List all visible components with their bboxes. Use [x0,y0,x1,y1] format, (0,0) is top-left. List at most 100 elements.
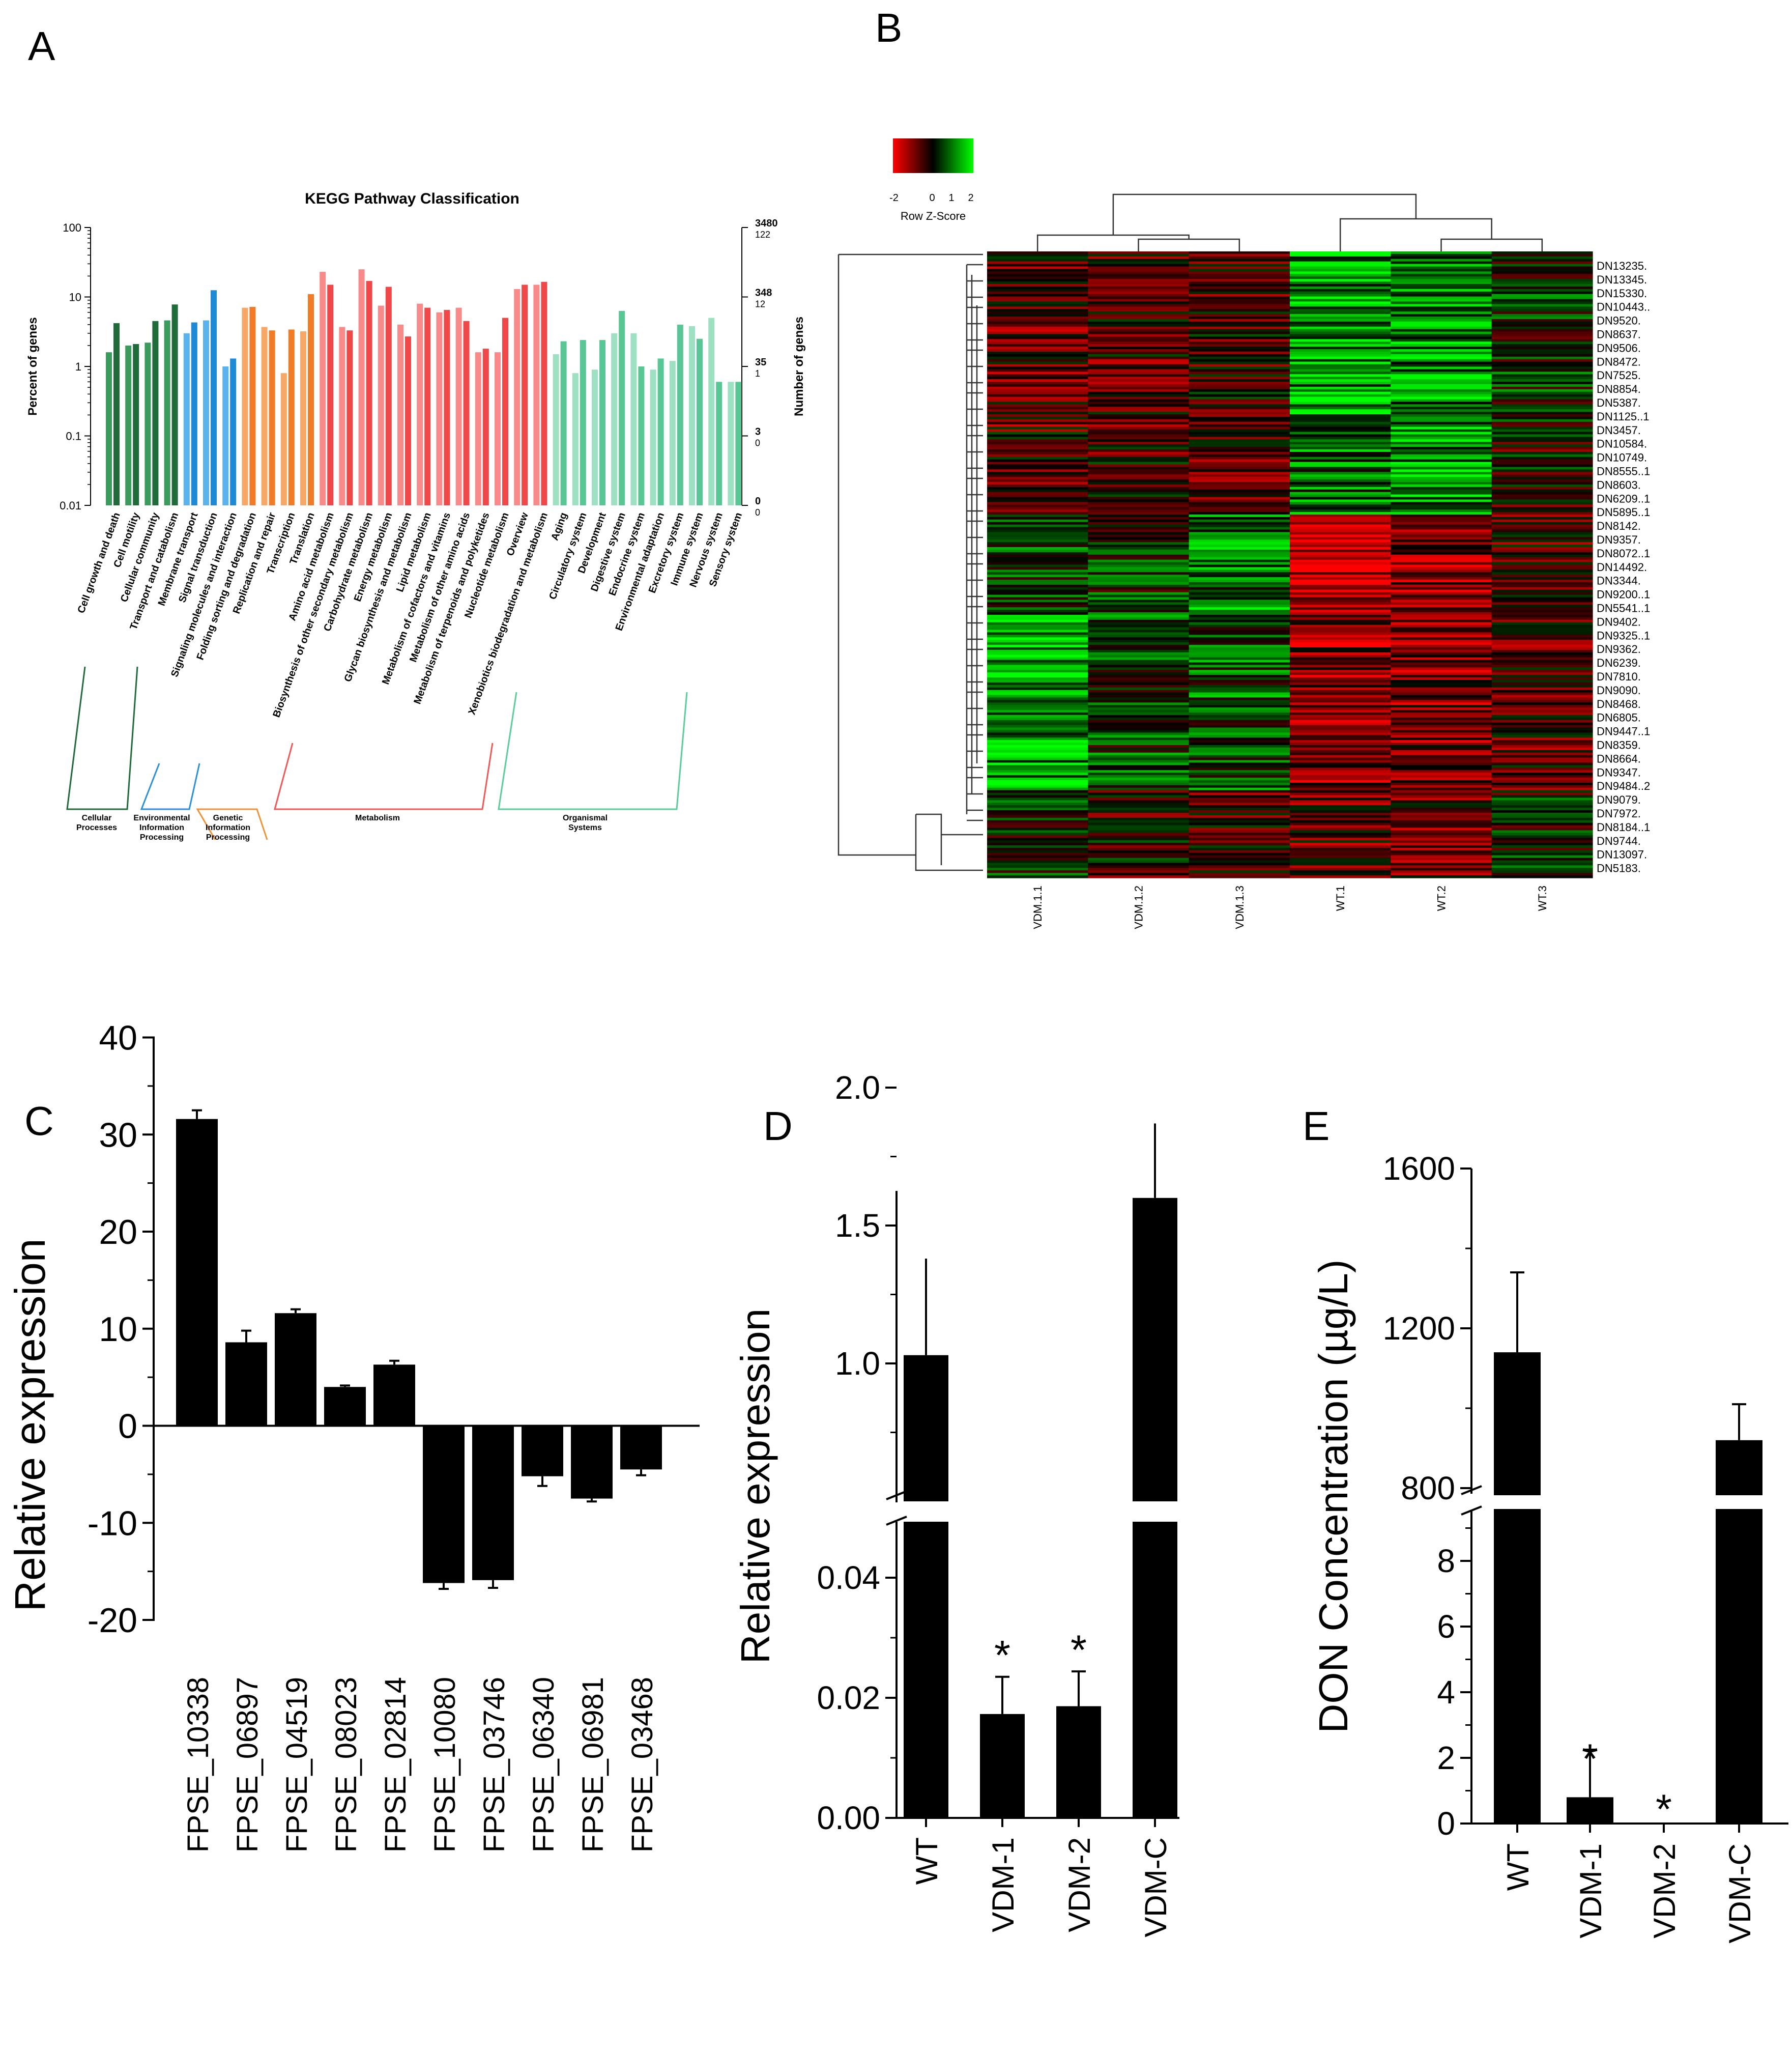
heatmap-cell-row [1189,597,1290,601]
heatmap-cell-row [1290,575,1391,578]
heatmap-cell-row [1491,602,1593,605]
a-bar [495,352,501,505]
heatmap-cell-row [1088,317,1190,320]
heatmap-cell-row [1290,341,1391,345]
a-bar [269,330,275,505]
heatmap-cell-row [1189,444,1290,447]
heatmap-cell-row [1491,840,1593,843]
heatmap-cell-row [1391,667,1492,670]
heatmap-cell-row [987,752,1088,756]
heatmap-cell-row [1391,469,1492,472]
heatmap-cell-row [1391,785,1492,788]
heatmap-cell-row [1290,271,1391,274]
heatmap-cell-row [987,672,1088,675]
heatmap-cell-row [1491,657,1593,661]
a-bar [502,318,508,505]
heatmap-cell-row [1491,843,1593,846]
c-category-label: FPSE_08023 [330,1677,363,1853]
heatmap-cell-row [1391,259,1492,262]
heatmap-cell-row [1088,640,1190,643]
row-dendrogram [915,814,983,871]
heatmap-cell-row [1189,399,1290,403]
heatmap-cell-row [1189,457,1290,460]
heatmap-cell-row [1290,717,1391,721]
heatmap-cell-row [1391,702,1492,705]
heatmap-cell-row [1491,569,1593,573]
heatmap-cell-row [1391,341,1492,345]
heatmap-cell-row [1290,614,1391,618]
heatmap-cell-row [1491,707,1593,710]
heatmap-cell-row [1189,284,1290,287]
heatmap-column-label: VDM.1.2 [1133,886,1145,929]
heatmap-cell-row [1491,710,1593,713]
heatmap-cell-row [987,592,1088,595]
heatmap-cell-row [1088,349,1190,352]
heatmap-cell-row [1290,256,1391,260]
heatmap-cell-row [1290,519,1391,523]
heatmap-cell-row [1088,735,1190,738]
heatmap-row-label: DN8468. [1597,698,1641,710]
heatmap-cell-row [1290,619,1391,623]
heatmap-cell-row [987,336,1088,339]
heatmap-cell-row [1189,271,1290,274]
heatmap-cell-row [1189,602,1290,605]
heatmap-cell-row [1290,545,1391,548]
heatmap-cell-row [1290,492,1391,495]
heatmap-cell-row [987,444,1088,447]
heatmap-cell-row [1391,479,1492,482]
heatmap-cell-row [987,359,1088,362]
d-bar [1056,1706,1101,1818]
heatmap-cell-row [1491,552,1593,555]
heatmap-cell-row [1290,409,1391,412]
heatmap-cell-row [1491,767,1593,771]
chart-e-ylabel: DON Concentration (µg/L) [1311,1260,1356,1733]
heatmap-cell-row [1189,382,1290,385]
panel-a-kegg-chart: KEGG Pathway Classification Percent of g… [26,190,806,842]
heatmap-cell-row [1189,464,1290,468]
heatmap-cell-row [1088,672,1190,675]
heatmap-cell-row [1290,860,1391,864]
heatmap-cell-row [987,787,1088,791]
heatmap-cell-row [1391,382,1492,385]
heatmap-cell-row [1290,722,1391,726]
heatmap-cell-row [1088,589,1190,593]
a-left-tick-label: 10 [69,291,81,304]
heatmap-cell-row [1088,454,1190,458]
heatmap-cell-row [1290,253,1391,257]
heatmap-cell-row [1391,394,1492,397]
d-axis-break-mark [886,1516,907,1526]
heatmap-row-label: DN9402. [1597,615,1641,628]
heatmap-cell-row [1088,725,1190,728]
heatmap-cell-row [1088,469,1190,472]
heatmap-cell-row [1491,637,1593,640]
heatmap-cell-row [1189,504,1290,507]
heatmap-cell-row [1290,457,1391,460]
heatmap-cell-row [1088,637,1190,640]
heatmap-cell-row [1491,815,1593,818]
heatmap-cell-row [1391,745,1492,748]
heatmap-cell-row [1290,412,1391,415]
heatmap-cell-row [1189,276,1290,279]
heatmap-cell-row [1391,344,1492,347]
heatmap-cell-row [1491,575,1593,578]
column-dendrogram [1440,238,1543,251]
zscore-legend-title: Row Z-Score [901,210,966,222]
heatmap-cell-row [1189,830,1290,833]
heatmap-cell-row [1189,545,1290,548]
heatmap-cell-row [1088,717,1190,721]
heatmap-cell-row [987,722,1088,726]
heatmap-cell-row [1290,279,1391,282]
heatmap-cell-row [1189,822,1290,826]
heatmap-cell-row [1391,447,1492,450]
heatmap-cell-row [1088,341,1190,345]
heatmap-cell-row [1189,577,1290,580]
heatmap-cell-row [987,324,1088,327]
a-bar [125,345,132,505]
heatmap-cell-row [1088,737,1190,740]
a-group-label: Information [139,823,184,832]
heatmap-cell-row [1391,592,1492,595]
heatmap-cell-row [987,828,1088,831]
heatmap-cell-row [1088,286,1190,290]
heatmap-cell-row [1491,750,1593,753]
e-y-tick-label: 2 [1437,1740,1455,1776]
